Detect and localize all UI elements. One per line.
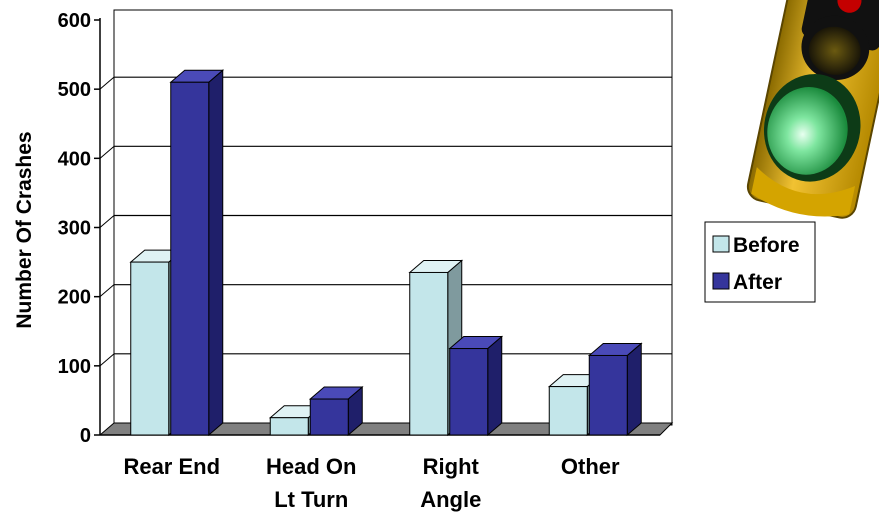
bar-after-3 xyxy=(587,342,643,437)
bar-front-face xyxy=(409,271,449,436)
bar-front-face xyxy=(170,81,210,436)
y-tick-label: 0 xyxy=(80,425,91,447)
x-category-label: Right xyxy=(423,454,480,479)
bar-front-face xyxy=(548,386,588,436)
bar-side-face xyxy=(626,342,642,437)
x-category-label: Rear End xyxy=(123,454,220,479)
gridline-side xyxy=(99,215,115,228)
legend-swatch-before xyxy=(712,235,730,253)
bar-front-face xyxy=(588,354,628,436)
traffic-light-icon xyxy=(746,0,879,219)
x-category-label: Head On xyxy=(266,454,356,479)
legend-label-after: After xyxy=(733,271,782,294)
y-axis-title: Number Of Crashes xyxy=(13,131,36,328)
bar-after-2 xyxy=(448,335,504,437)
legend-label-before: Before xyxy=(733,234,800,257)
bar-after-0 xyxy=(169,69,225,437)
legend: Before After xyxy=(704,221,816,303)
y-tick-label: 200 xyxy=(58,287,91,309)
x-category-labels: Rear End Head On Lt Turn Right Angle Other xyxy=(123,454,620,512)
legend-swatch-after xyxy=(712,272,730,290)
gridline-side xyxy=(99,353,115,367)
bar-side-face xyxy=(208,69,224,437)
y-tick-label: 600 xyxy=(58,10,91,32)
x-category-label: Lt Turn xyxy=(274,487,348,512)
y-tick-label: 500 xyxy=(58,79,91,101)
bar-front-face xyxy=(130,261,170,436)
bar-before-1 xyxy=(268,404,324,437)
bar-front-face xyxy=(309,398,349,436)
gridline-side xyxy=(99,76,115,90)
x-category-label: Angle xyxy=(420,487,481,512)
bar-front-face xyxy=(269,417,309,436)
y-tick-labels: 0 100 200 300 400 500 600 xyxy=(58,10,91,447)
x-category-label: Other xyxy=(561,454,620,479)
bar-front-face xyxy=(449,348,489,436)
y-tick-label: 300 xyxy=(58,218,91,240)
gridline-side xyxy=(99,284,115,298)
gridline-side xyxy=(99,145,115,159)
y-tick-label: 100 xyxy=(58,356,91,378)
bar-after-1 xyxy=(308,385,364,437)
y-tick-label: 400 xyxy=(58,148,91,170)
bar-side-face xyxy=(487,335,503,437)
bars xyxy=(129,69,643,437)
